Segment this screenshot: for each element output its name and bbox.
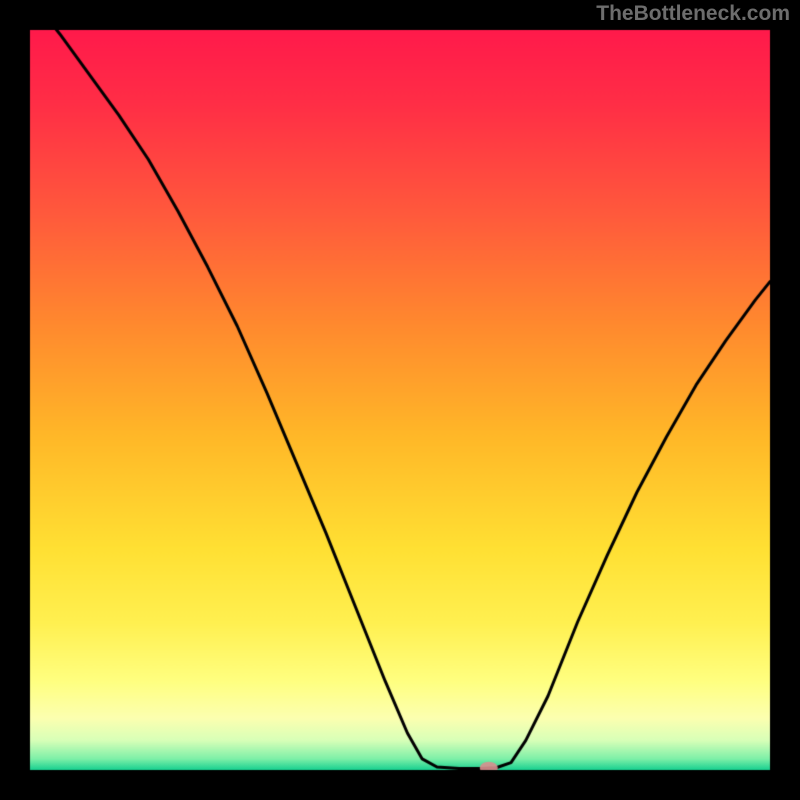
chart-container: TheBottleneck.com	[0, 0, 800, 800]
bottleneck-curve-chart	[0, 0, 800, 800]
